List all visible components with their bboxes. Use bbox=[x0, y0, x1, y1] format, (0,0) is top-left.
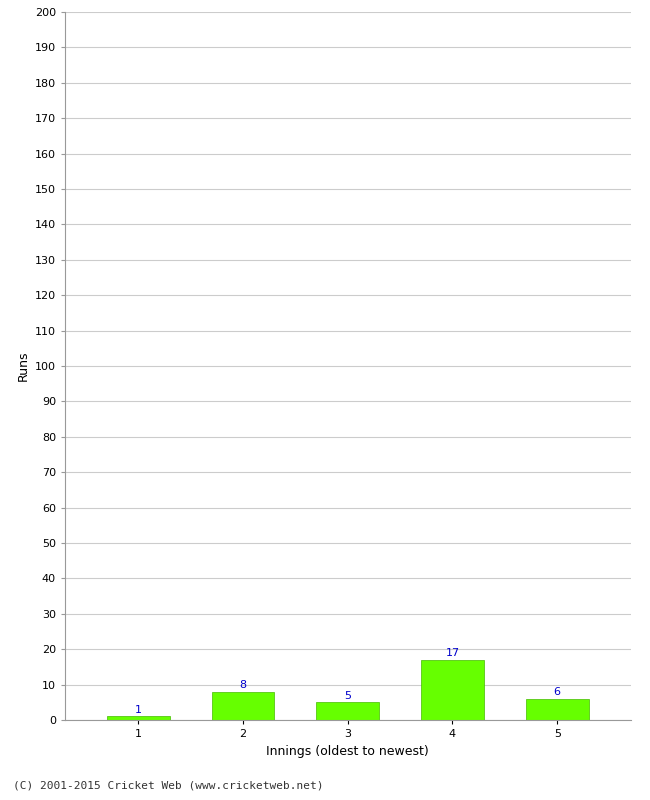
Text: 6: 6 bbox=[554, 687, 561, 697]
Text: (C) 2001-2015 Cricket Web (www.cricketweb.net): (C) 2001-2015 Cricket Web (www.cricketwe… bbox=[13, 781, 324, 790]
Bar bbox=[421, 660, 484, 720]
Y-axis label: Runs: Runs bbox=[16, 350, 29, 382]
X-axis label: Innings (oldest to newest): Innings (oldest to newest) bbox=[266, 745, 429, 758]
Bar bbox=[212, 692, 274, 720]
Bar bbox=[107, 717, 170, 720]
Text: 1: 1 bbox=[135, 705, 142, 714]
Bar bbox=[317, 702, 379, 720]
Bar bbox=[526, 698, 589, 720]
Text: 8: 8 bbox=[239, 680, 246, 690]
Text: 17: 17 bbox=[445, 648, 460, 658]
Text: 5: 5 bbox=[344, 690, 351, 701]
